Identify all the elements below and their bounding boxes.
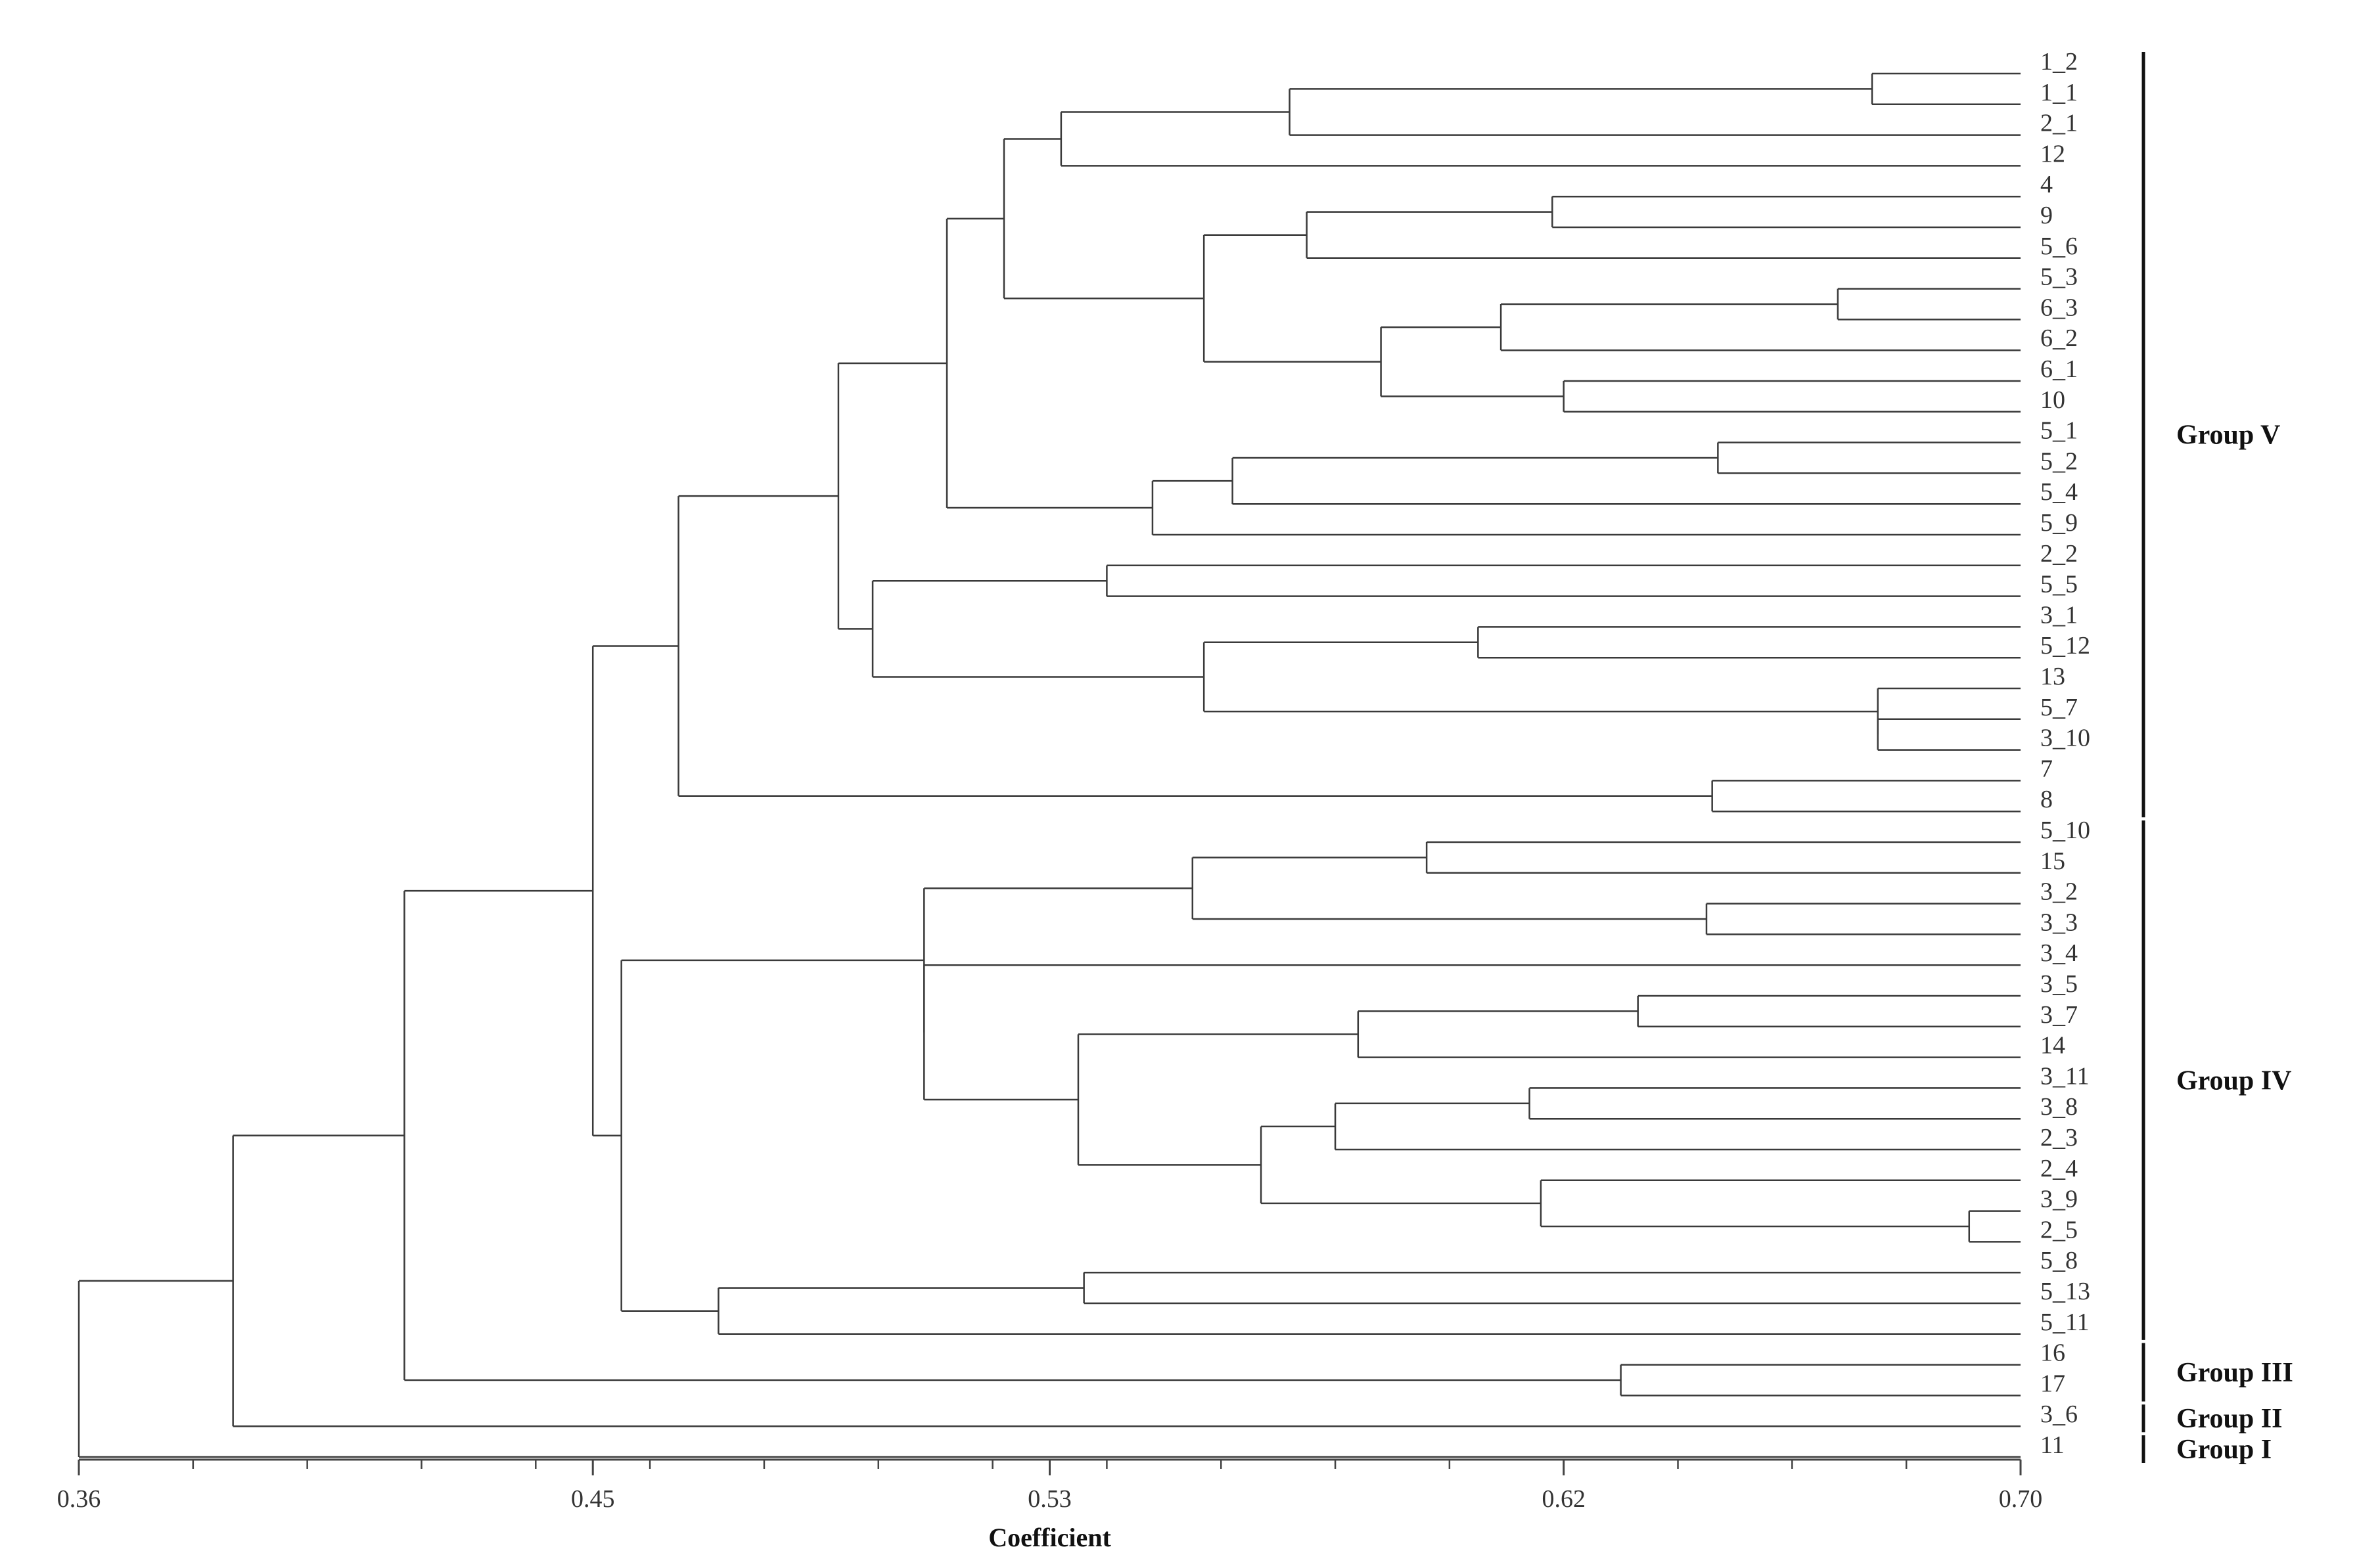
- leaf-label: 5_6: [2040, 233, 2078, 260]
- leaf-label: 12: [2040, 140, 2065, 168]
- group-label: Group II: [2176, 1404, 2282, 1434]
- leaf-label: 2_1: [2040, 110, 2078, 137]
- leaf-label: 5_2: [2040, 447, 2078, 475]
- leaf-label: 11: [2040, 1431, 2065, 1459]
- leaf-label: 1_1: [2040, 79, 2078, 106]
- leaf-label: 6_2: [2040, 325, 2078, 352]
- axis-tick-label: 0.36: [57, 1485, 101, 1513]
- leaf-label: 8: [2040, 786, 2053, 813]
- leaf-label: 3_11: [2040, 1062, 2090, 1090]
- leaf-label: 3_5: [2040, 970, 2078, 998]
- leaf-label: 5_3: [2040, 263, 2078, 291]
- leaf-label: 3_2: [2040, 878, 2078, 906]
- leaf-label: 3_10: [2040, 725, 2090, 752]
- leaf-label: 3_1: [2040, 601, 2078, 629]
- leaf-label: 5_13: [2040, 1278, 2090, 1305]
- leaf-label: 7: [2040, 755, 2053, 782]
- leaf-label: 16: [2040, 1339, 2065, 1367]
- leaf-label: 5_1: [2040, 417, 2078, 445]
- leaf-label: 2_4: [2040, 1155, 2078, 1182]
- axis-title: Coefficient: [988, 1523, 1111, 1552]
- leaf-label: 5_4: [2040, 478, 2078, 506]
- axis-ticks: 0.36 0.45 0.53 0.62 0.70: [57, 1460, 2043, 1513]
- leaf-label: 3_3: [2040, 908, 2078, 936]
- dendrogram-branches: [78, 72, 2021, 1458]
- group-label: Group IV: [2176, 1065, 2291, 1096]
- group-label: Group V: [2176, 420, 2280, 451]
- leaf-label: 9: [2040, 202, 2053, 229]
- leaf-label: 13: [2040, 663, 2065, 690]
- leaf-label: 3_6: [2040, 1400, 2078, 1428]
- leaf-label: 5_11: [2040, 1309, 2090, 1336]
- group-label: Group III: [2176, 1358, 2293, 1388]
- leaf-labels: 1_2 1_1 2_1 12 4 9 5_6 5_3 6_3 6_2 6_1 10 5_15_2 5_4 5…: [2040, 48, 2090, 1459]
- leaf-label: 6_1: [2040, 355, 2078, 383]
- axis-tick-label: 0.45: [571, 1485, 615, 1513]
- leaf-label: 3_9: [2040, 1186, 2078, 1213]
- leaf-label: 4: [2040, 171, 2053, 198]
- leaf-label: 15: [2040, 847, 2065, 875]
- leaf-label: 1_2: [2040, 48, 2078, 76]
- leaf-label: 3_7: [2040, 1001, 2078, 1029]
- leaf-label: 5_8: [2040, 1247, 2078, 1274]
- leaf-label: 2_2: [2040, 540, 2078, 568]
- leaf-label: 3_4: [2040, 939, 2078, 967]
- axis-tick-label: 0.62: [1542, 1485, 1586, 1513]
- leaf-label: 17: [2040, 1370, 2065, 1397]
- leaf-label: 10: [2040, 386, 2065, 414]
- coefficient-axis: 0.36 0.45 0.53 0.62 0.70 Coefficient: [57, 1458, 2043, 1552]
- leaf-label: 5_12: [2040, 632, 2090, 660]
- leaf-label: 3_8: [2040, 1093, 2078, 1121]
- leaf-label: 14: [2040, 1032, 2065, 1060]
- leaf-label: 5_10: [2040, 817, 2090, 844]
- group-label: Group I: [2176, 1435, 2272, 1465]
- leaf-label: 2_5: [2040, 1216, 2078, 1243]
- leaf-label: 5_5: [2040, 571, 2078, 598]
- leaf-label: 5_7: [2040, 694, 2078, 721]
- leaf-label: 5_9: [2040, 509, 2078, 537]
- axis-tick-label: 0.70: [1999, 1485, 2043, 1513]
- leaf-label: 6_3: [2040, 294, 2078, 321]
- leaf-label: 2_3: [2040, 1124, 2078, 1152]
- axis-tick-label: 0.53: [1028, 1485, 1072, 1513]
